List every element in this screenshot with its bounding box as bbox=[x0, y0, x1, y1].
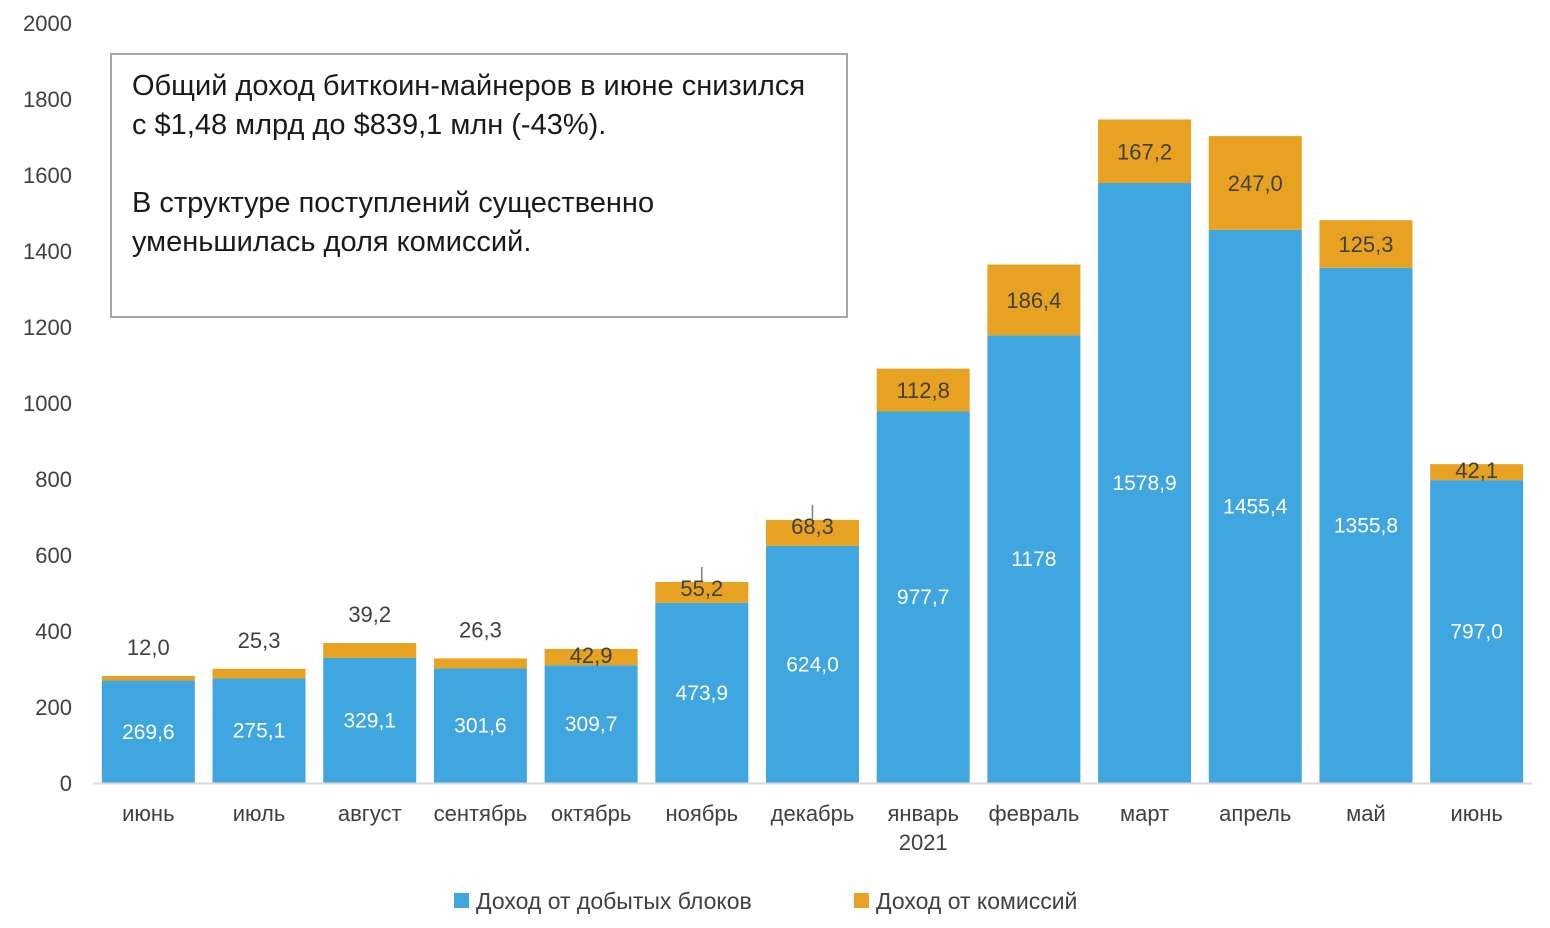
bar-blocks-label: 301,6 bbox=[454, 715, 507, 738]
bar-blocks-label: 797,0 bbox=[1450, 621, 1503, 644]
bar-fees bbox=[655, 581, 749, 603]
bar-blocks bbox=[1208, 229, 1302, 783]
bar-blocks-label: 329,1 bbox=[343, 709, 396, 732]
annotation-box: Общий доход биткоин-майнеров в июне сниз… bbox=[110, 53, 848, 318]
bars: 269,6 12,0 275,1 25,3 329,1 39,2 301,6 26,3 309,… bbox=[101, 119, 1524, 783]
bar-blocks-label: 269,6 bbox=[122, 721, 175, 744]
x-tick-label: март bbox=[1120, 801, 1169, 826]
bar-fees-label: 186,4 bbox=[1006, 288, 1061, 313]
y-tick-label: 800 bbox=[35, 467, 72, 492]
bar-blocks bbox=[323, 657, 417, 783]
y-axis: 0 200 400 600 800 1000 1200 1400 1600 1800 2000 bbox=[23, 11, 72, 796]
y-tick-label: 200 bbox=[35, 695, 72, 720]
bar-fees bbox=[766, 519, 859, 546]
y-tick-label: 600 bbox=[35, 543, 72, 568]
legend-swatch bbox=[454, 893, 469, 908]
x-tick-label: июнь bbox=[122, 801, 174, 826]
bar-blocks-label: 1178 bbox=[1011, 548, 1056, 571]
bar-fees bbox=[876, 368, 970, 412]
bar-blocks-label: 977,7 bbox=[897, 586, 950, 609]
bar-fees-label: 39,2 bbox=[348, 602, 391, 627]
bar-fees-label: 26,3 bbox=[459, 617, 502, 642]
x-tick-label: август bbox=[338, 801, 402, 826]
bar-blocks bbox=[655, 602, 749, 783]
bar-blocks bbox=[876, 411, 970, 783]
bar-blocks-label: 1455,4 bbox=[1223, 495, 1288, 518]
bar-fees-label: 42,9 bbox=[570, 643, 613, 668]
bar-fees bbox=[212, 668, 306, 679]
bar-fees bbox=[433, 658, 527, 669]
y-tick-label: 1000 bbox=[23, 391, 72, 416]
y-tick-label: 400 bbox=[35, 619, 72, 644]
bar-fees bbox=[987, 264, 1081, 336]
bar-blocks bbox=[1430, 480, 1524, 783]
bar-blocks-label: 1578,9 bbox=[1112, 472, 1176, 495]
x-tick-label: февраль bbox=[988, 801, 1079, 826]
y-tick-label: 1400 bbox=[23, 239, 72, 264]
bar-fees bbox=[544, 649, 638, 666]
legend-swatch bbox=[854, 893, 869, 908]
y-tick-label: 0 bbox=[60, 771, 72, 796]
y-tick-label: 1200 bbox=[23, 315, 72, 340]
x-tick-label: май bbox=[1346, 801, 1386, 826]
legend: Доход от добытых блоков Доход от комиссий bbox=[454, 888, 1077, 914]
bar-fees-label: 125,3 bbox=[1338, 232, 1393, 257]
bar-fees-label: 167,2 bbox=[1117, 139, 1172, 164]
x-axis: июнь июль август сентябрь октябрь ноябрь декаб… bbox=[122, 801, 1503, 855]
annotation-paragraph-2: В структуре поступлений существенно умен… bbox=[132, 187, 655, 258]
bar-fees-label: 12,0 bbox=[127, 635, 170, 660]
bar-fees bbox=[1319, 220, 1413, 268]
bar-blocks-label: 275,1 bbox=[233, 720, 286, 743]
bar-fees-label: 247,0 bbox=[1228, 171, 1283, 196]
y-tick-label: 1800 bbox=[23, 87, 72, 112]
x-tick-label: апрель bbox=[1219, 801, 1291, 826]
legend-label: Доход от добытых блоков bbox=[476, 888, 752, 914]
bar-fees-label: 42,1 bbox=[1455, 458, 1498, 483]
bar-blocks bbox=[544, 665, 638, 783]
bar-blocks-label: 624,0 bbox=[786, 653, 839, 676]
x-tick-label: ноябрь bbox=[666, 801, 739, 826]
bar-blocks-label: 309,7 bbox=[565, 713, 618, 736]
bar-fees-label: 112,8 bbox=[896, 378, 949, 403]
x-tick-label: декабрь bbox=[771, 801, 855, 826]
bar-fees bbox=[1208, 136, 1302, 230]
bar-fees-label: 25,3 bbox=[238, 628, 281, 653]
y-tick-label: 1600 bbox=[23, 163, 72, 188]
x-tick-label: январь 2021 bbox=[887, 801, 958, 855]
legend-label: Доход от комиссий bbox=[876, 888, 1077, 914]
bar-blocks bbox=[766, 545, 859, 783]
bar-blocks bbox=[101, 680, 195, 783]
x-tick-label: июль bbox=[233, 801, 286, 826]
bar-blocks-label: 473,9 bbox=[676, 682, 729, 705]
x-tick-label: июнь bbox=[1450, 801, 1502, 826]
bar-blocks bbox=[1098, 183, 1192, 783]
bar-blocks-label: 1355,8 bbox=[1334, 514, 1398, 537]
bar-blocks bbox=[987, 335, 1081, 783]
bar-blocks bbox=[433, 668, 527, 783]
x-tick-label: октябрь bbox=[551, 801, 631, 826]
bar-blocks bbox=[1319, 267, 1413, 783]
annotation-paragraph-1: Общий доход биткоин-майнеров в июне сниз… bbox=[132, 70, 806, 141]
bar-fees bbox=[101, 675, 195, 681]
bar-fees bbox=[1430, 464, 1524, 481]
bar-fees bbox=[1098, 119, 1192, 184]
bar-blocks bbox=[212, 678, 306, 783]
x-tick-label: сентябрь bbox=[434, 801, 528, 826]
bar-fees bbox=[323, 643, 417, 658]
y-tick-label: 2000 bbox=[23, 11, 72, 36]
